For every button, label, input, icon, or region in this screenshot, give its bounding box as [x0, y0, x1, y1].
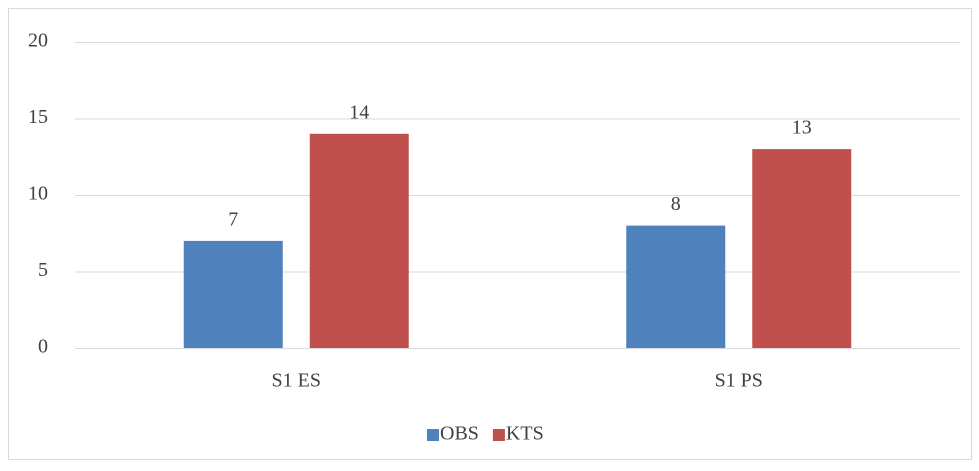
data-label: 14 [349, 101, 369, 123]
data-label: 8 [671, 193, 681, 215]
bar [183, 240, 283, 348]
legend-label: OBS [440, 423, 479, 445]
data-label: 13 [792, 117, 812, 139]
bar [752, 149, 852, 348]
x-tick-label: S1 PS [715, 370, 763, 392]
bar [309, 133, 409, 348]
y-tick-label: 15 [28, 106, 48, 128]
legend-label: KTS [506, 423, 544, 445]
y-tick-label: 20 [28, 30, 48, 52]
legend-swatch [427, 429, 439, 441]
x-tick-label: S1 ES [272, 370, 321, 392]
legend-swatch [492, 429, 505, 441]
data-label: 7 [228, 208, 238, 230]
y-tick-label: 5 [38, 259, 48, 281]
bar [626, 225, 726, 348]
y-tick-label: 0 [38, 336, 48, 358]
y-tick-label: 10 [28, 183, 48, 205]
